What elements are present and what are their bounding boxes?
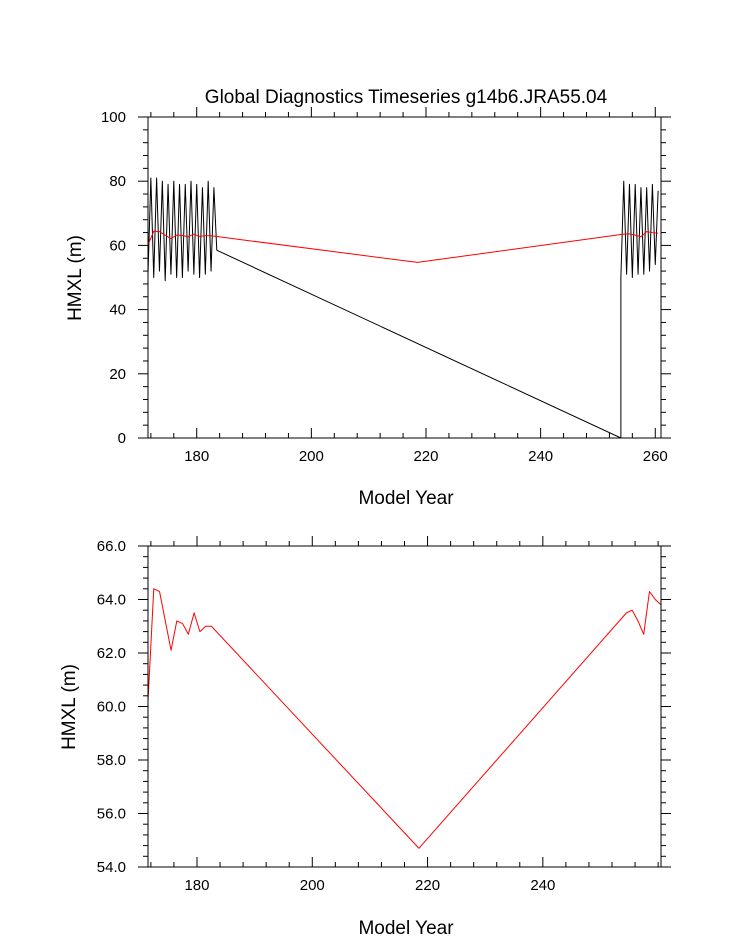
y-tick-label-bottom: 58.0 — [97, 752, 126, 769]
x-axis-title-top: Model Year — [358, 488, 454, 509]
x-tick-label-top: 180 — [184, 448, 209, 465]
y-tick-label-bottom: 66.0 — [97, 538, 126, 555]
y-tick-label-bottom: 60.0 — [97, 699, 126, 716]
y-tick-label-bottom: 62.0 — [97, 645, 126, 662]
x-tick-label-top: 200 — [299, 448, 324, 465]
y-tick-label-bottom: 64.0 — [97, 592, 126, 609]
x-tick-label-bottom: 180 — [184, 877, 209, 894]
x-tick-label-top: 260 — [643, 448, 668, 465]
y-tick-label-top: 40 — [109, 302, 126, 319]
y-tick-label-top: 60 — [109, 237, 126, 254]
y-tick-label-bottom: 56.0 — [97, 806, 126, 823]
x-tick-label-top: 240 — [528, 448, 553, 465]
y-axis-title-top: HMXL (m) — [65, 235, 86, 321]
plot-area-top — [148, 177, 659, 438]
ticks-top: 180 200 220 240 260 0 20 40 60 80 100 — [101, 107, 671, 465]
plot-frame-bottom — [147, 545, 662, 868]
y-tick-label-bottom: 54.0 — [97, 859, 126, 876]
x-tick-label-bottom: 200 — [300, 877, 325, 894]
x-tick-label-bottom: 220 — [415, 877, 440, 894]
y-axis-title-bottom: HMXL (m) — [59, 664, 80, 750]
chart-top-hmxl-timeseries: Global Diagnostics Timeseries g14b6.JRA5… — [65, 87, 671, 509]
ticks-bottom: 180 200 220 240 54.0 56.0 58.0 60.0 62.0 64.0 66.0 — [97, 536, 671, 894]
x-axis-title-bottom: Model Year — [358, 918, 454, 939]
y-tick-label-top: 0 — [118, 430, 126, 447]
y-tick-label-top: 80 — [109, 173, 126, 190]
y-tick-label-top: 100 — [101, 109, 126, 126]
y-tick-label-top: 20 — [109, 366, 126, 383]
chart-title: Global Diagnostics Timeseries g14b6.JRA5… — [205, 87, 608, 108]
plot-area-bottom — [148, 588, 661, 849]
chart-bottom-hmxl-annual: 180 200 220 240 54.0 56.0 58.0 60.0 62.0 64.0 66.0… — [59, 536, 671, 939]
series-line-top-1 — [148, 230, 659, 263]
series-line-top-0 — [148, 177, 659, 438]
x-tick-label-bottom: 240 — [530, 877, 555, 894]
x-tick-label-top: 220 — [413, 448, 438, 465]
series-line-bottom-0 — [148, 588, 661, 849]
plot-frame-top — [147, 116, 662, 439]
